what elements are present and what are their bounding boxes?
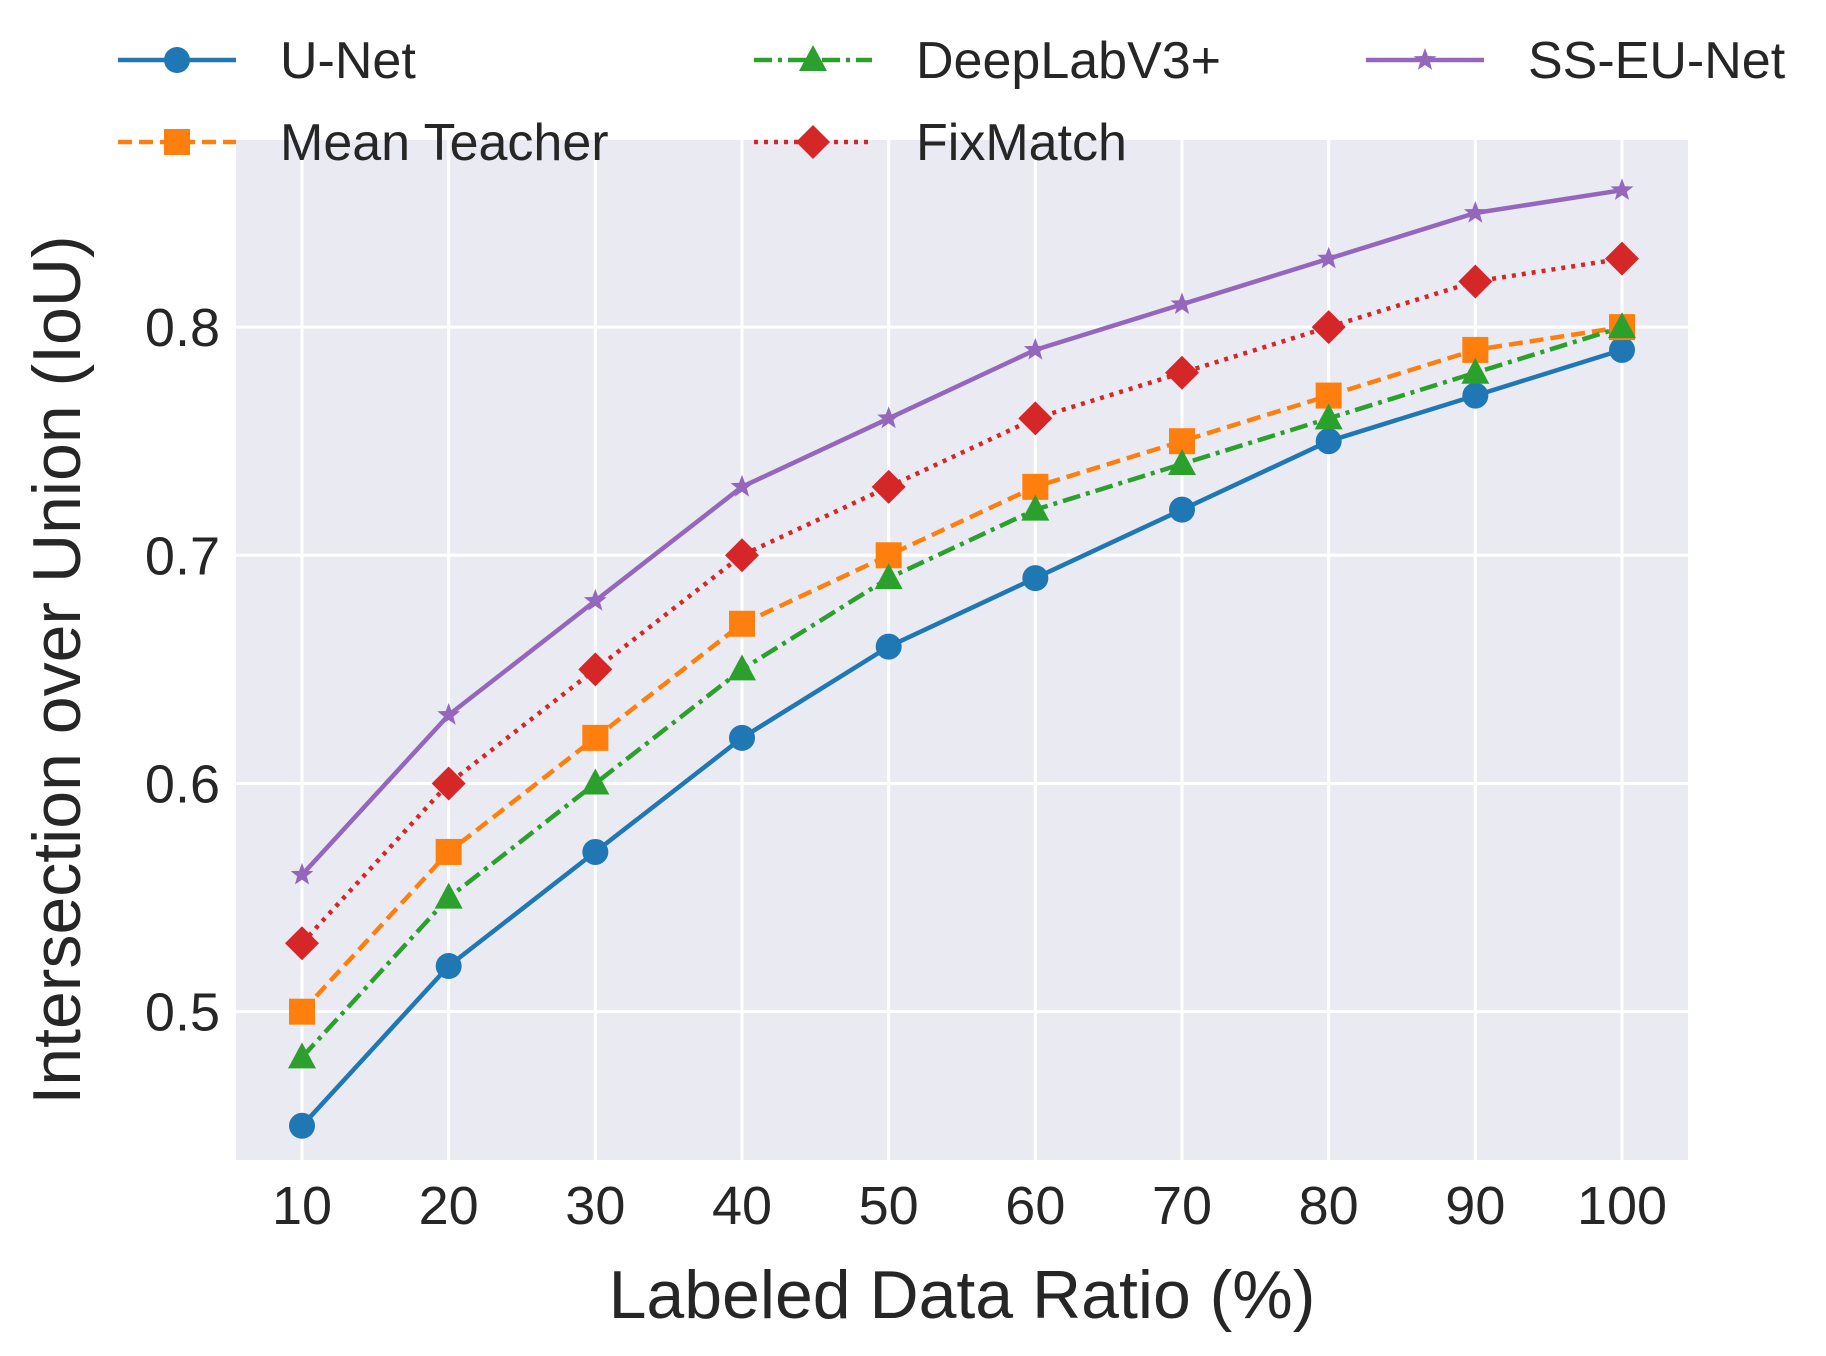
grid-lines	[236, 140, 1688, 1160]
y-axis-ticks: 0.5 0.6 0.7 0.8	[145, 298, 220, 1043]
legend-item: SS-EU-Net	[1366, 32, 1786, 90]
data-point	[582, 724, 609, 751]
data-point	[730, 474, 754, 497]
data-point	[1317, 246, 1341, 269]
x-tick-label: 40	[712, 1176, 772, 1236]
series-layer	[285, 178, 1639, 1139]
data-point	[290, 862, 314, 885]
series-line	[300, 347, 1623, 1128]
data-point	[437, 703, 461, 725]
data-point	[289, 998, 315, 1025]
data-point	[1605, 241, 1639, 276]
x-tick-label: 60	[1005, 1176, 1065, 1236]
legend-item: FixMatch	[754, 114, 1127, 172]
x-tick-label: 50	[859, 1176, 919, 1236]
data-point	[728, 654, 756, 681]
y-axis-label: Intersection over Union (IoU)	[19, 235, 95, 1104]
legend-label: SS-EU-Net	[1528, 32, 1786, 90]
series-line	[300, 324, 1623, 1014]
data-point	[578, 652, 613, 687]
data-point	[289, 1112, 315, 1139]
legend-item: DeepLabV3+	[754, 32, 1221, 90]
legend-marker	[796, 125, 830, 159]
x-tick-label: 70	[1152, 1176, 1212, 1236]
legend-item: Mean Teacher	[118, 114, 609, 172]
data-point	[877, 406, 901, 429]
data-point	[729, 610, 755, 637]
data-point	[288, 1042, 316, 1069]
series-line	[300, 324, 1623, 1059]
series-deeplabv3-	[288, 312, 1636, 1069]
legend-label: FixMatch	[916, 114, 1127, 172]
data-point	[871, 469, 906, 504]
series-mean-teacher	[289, 314, 1635, 1025]
x-tick-label: 10	[272, 1176, 332, 1236]
data-point	[1022, 565, 1049, 592]
data-point	[1165, 355, 1199, 390]
series-line	[300, 187, 1623, 877]
data-point	[1021, 494, 1050, 521]
data-point	[434, 882, 463, 909]
data-point	[1170, 292, 1194, 314]
data-point	[729, 724, 755, 751]
legend-marker	[1413, 48, 1437, 70]
y-tick-label: 0.6	[145, 754, 220, 814]
data-point	[1311, 310, 1346, 345]
data-point	[1169, 496, 1195, 523]
x-tick-label: 20	[419, 1176, 479, 1236]
series-u-net	[289, 336, 1635, 1139]
series-ss-eu-net	[290, 178, 1634, 885]
data-point	[1461, 357, 1490, 384]
legend-label: U-Net	[280, 32, 416, 90]
series-fixmatch	[285, 241, 1639, 961]
data-point	[1463, 201, 1487, 223]
data-point	[1315, 428, 1342, 455]
legend-item: U-Net	[118, 32, 416, 90]
data-point	[1458, 264, 1493, 299]
x-tick-label: 80	[1299, 1176, 1359, 1236]
data-point	[874, 563, 903, 590]
data-point	[1610, 178, 1634, 200]
legend-label: DeepLabV3+	[916, 32, 1221, 90]
plot-area	[236, 140, 1688, 1160]
data-point	[431, 766, 466, 801]
series-line	[300, 256, 1623, 945]
data-point	[435, 838, 462, 865]
legend-label: Mean Teacher	[280, 114, 609, 172]
legend-marker	[799, 45, 827, 71]
data-point	[435, 953, 462, 980]
data-point	[725, 538, 759, 573]
y-tick-label: 0.5	[145, 983, 220, 1043]
data-point	[1462, 382, 1489, 409]
x-tick-label: 30	[565, 1176, 625, 1236]
x-axis-label: Labeled Data Ratio (%)	[609, 1257, 1316, 1333]
y-tick-label: 0.8	[145, 298, 220, 358]
x-tick-label: 100	[1577, 1176, 1667, 1236]
x-axis-ticks: 10 20 30 40 50 60 70 80 90 100	[272, 1176, 1667, 1236]
data-point	[1314, 403, 1343, 430]
data-point	[583, 588, 607, 611]
data-point	[581, 768, 610, 795]
data-point	[582, 838, 609, 865]
data-point	[285, 926, 319, 961]
data-point	[1609, 336, 1635, 363]
data-point	[1608, 312, 1636, 339]
legend-marker	[164, 129, 190, 155]
data-point	[1023, 337, 1047, 360]
data-point	[875, 633, 902, 660]
data-point	[1168, 449, 1196, 476]
x-tick-label: 90	[1445, 1176, 1505, 1236]
legend-marker	[164, 47, 190, 73]
y-tick-label: 0.7	[145, 526, 220, 586]
legend: U-Net Mean Teacher DeepLabV3+ FixMatch SS-EU…	[118, 32, 1786, 172]
data-point	[1018, 401, 1053, 436]
